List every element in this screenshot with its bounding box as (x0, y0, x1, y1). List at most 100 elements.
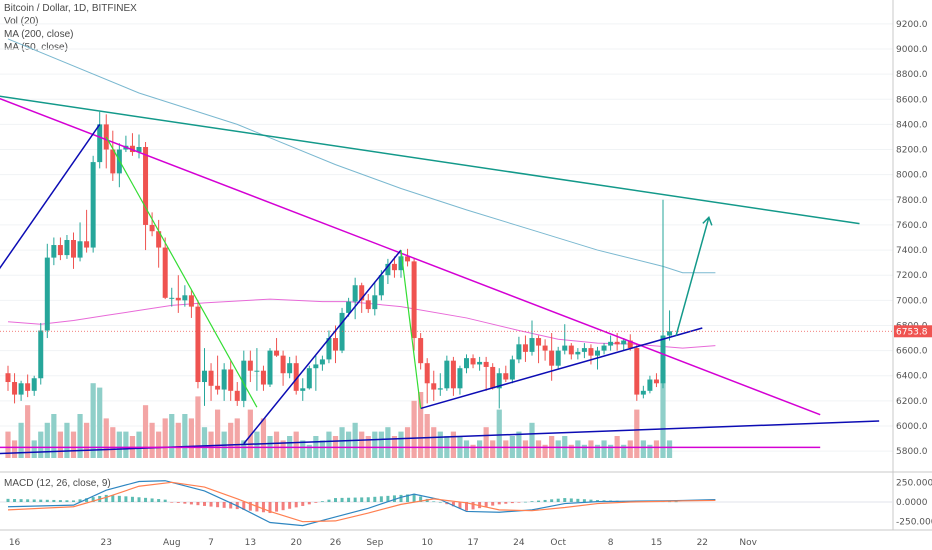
candle-body (175, 297, 181, 301)
long-resistance-teal (0, 95, 860, 225)
macd-histogram-bar (268, 502, 272, 514)
candle-body (31, 378, 37, 391)
candle-body (509, 359, 515, 380)
macd-histogram-bar (124, 496, 128, 502)
candle-body (522, 344, 528, 352)
volume-bar (372, 431, 378, 458)
volume-layer (5, 370, 673, 458)
volume-bar (169, 414, 175, 458)
candle-body (97, 124, 103, 163)
candle-body (300, 388, 306, 391)
macd-histogram-bar (379, 496, 383, 502)
volume-bar (516, 431, 522, 458)
candle-body (490, 366, 496, 389)
price-tick-label: 7600.0 (896, 221, 928, 231)
candle-body (365, 300, 371, 310)
candle-body (326, 338, 332, 360)
price-tick-label: 7800.0 (896, 196, 928, 206)
macd-histogram-bar (242, 502, 246, 510)
price-tick-label: 5800.0 (896, 447, 928, 457)
chart-title: Bitcoin / Dollar, 1D, BITFINEX (4, 3, 137, 14)
macd-histogram-bar (517, 502, 521, 503)
current-price-badge (894, 325, 932, 338)
volume-bar (11, 440, 18, 458)
macd-histogram-bar (144, 497, 148, 502)
candle-body (536, 338, 542, 346)
candle-body (129, 145, 135, 153)
macd-legend[interactable]: MACD (12, 26, close, 9) (4, 478, 111, 489)
candle-body (221, 369, 227, 390)
volume-bar (424, 414, 430, 458)
macd-histogram-bar (45, 499, 49, 502)
macd-histogram-bar (130, 496, 134, 502)
volume-bar (594, 444, 601, 458)
macd-histogram-bar (183, 502, 187, 504)
macd-histogram-bar (137, 497, 141, 502)
volume-bar (201, 427, 208, 458)
macd-histogram-bar (458, 502, 462, 509)
ma50-legend[interactable]: MA (50, close) (4, 42, 68, 53)
ma200-line (7, 38, 716, 274)
volume-bar (568, 444, 574, 458)
candle-body (411, 261, 417, 339)
candle-body (215, 385, 221, 390)
candle-body (25, 383, 31, 391)
macd-tick-label: 250.0000 (896, 478, 932, 488)
volume-bar (404, 427, 411, 458)
macd-histogram-bar (668, 501, 672, 503)
candle-body (450, 360, 456, 389)
candle-body (274, 350, 280, 356)
price-tick-label: 6000.0 (896, 422, 928, 432)
volume-bar (156, 431, 162, 458)
volume-bar (346, 431, 352, 458)
macd-histogram-bar (189, 502, 193, 505)
macd-histogram-bar (117, 495, 121, 502)
candle-body (228, 369, 234, 391)
candle-body (77, 241, 83, 258)
price-tick-label: 6400.0 (896, 372, 928, 382)
volume-bar (142, 405, 149, 458)
time-tick-label: Aug (163, 538, 181, 548)
decline-green-1 (105, 136, 258, 408)
macd-histogram-bar (366, 497, 370, 502)
candle-body (595, 350, 600, 356)
macd-histogram-bar (497, 502, 501, 505)
macd-histogram-bar (523, 501, 527, 503)
volume-bar (477, 440, 483, 458)
volume-bar (84, 422, 90, 458)
volume-bar (542, 444, 548, 458)
macd-histogram-bar (674, 501, 678, 503)
candle-body (306, 368, 312, 389)
macd-line (7, 480, 716, 527)
candle-body (287, 363, 293, 374)
macd-histogram-bar (275, 502, 279, 512)
price-tick-label: 8800.0 (896, 70, 928, 80)
candle-body (208, 370, 214, 386)
volume-bar (634, 409, 640, 458)
macd-histogram-bar (353, 497, 357, 502)
macd-histogram-bar (111, 495, 115, 502)
volume-bar (254, 431, 260, 458)
ma200-legend[interactable]: MA (200, close) (4, 29, 74, 40)
volume-legend[interactable]: Vol (20) (4, 16, 39, 27)
price-tick-label: 8000.0 (896, 171, 928, 181)
macd-histogram-bar (65, 500, 69, 502)
volume-bar (18, 422, 24, 458)
macd-histogram-bar (26, 499, 30, 502)
time-tick-label: Oct (550, 538, 566, 548)
price-tick-label: 9000.0 (896, 45, 928, 55)
volume-bar (103, 418, 109, 458)
macd-histogram-bar (563, 498, 567, 502)
macd-histogram-bar (288, 502, 292, 509)
macd-histogram-bar (229, 502, 233, 509)
candle-body (267, 350, 273, 385)
volume-bar (280, 440, 286, 458)
volume-bar (51, 414, 57, 458)
volume-bar (437, 431, 443, 458)
macd-histogram-bar (203, 502, 206, 506)
macd-histogram-bar (104, 494, 108, 502)
volume-bar (627, 440, 633, 458)
time-tick-label: 24 (513, 538, 525, 548)
macd-histogram-bar (327, 499, 331, 502)
